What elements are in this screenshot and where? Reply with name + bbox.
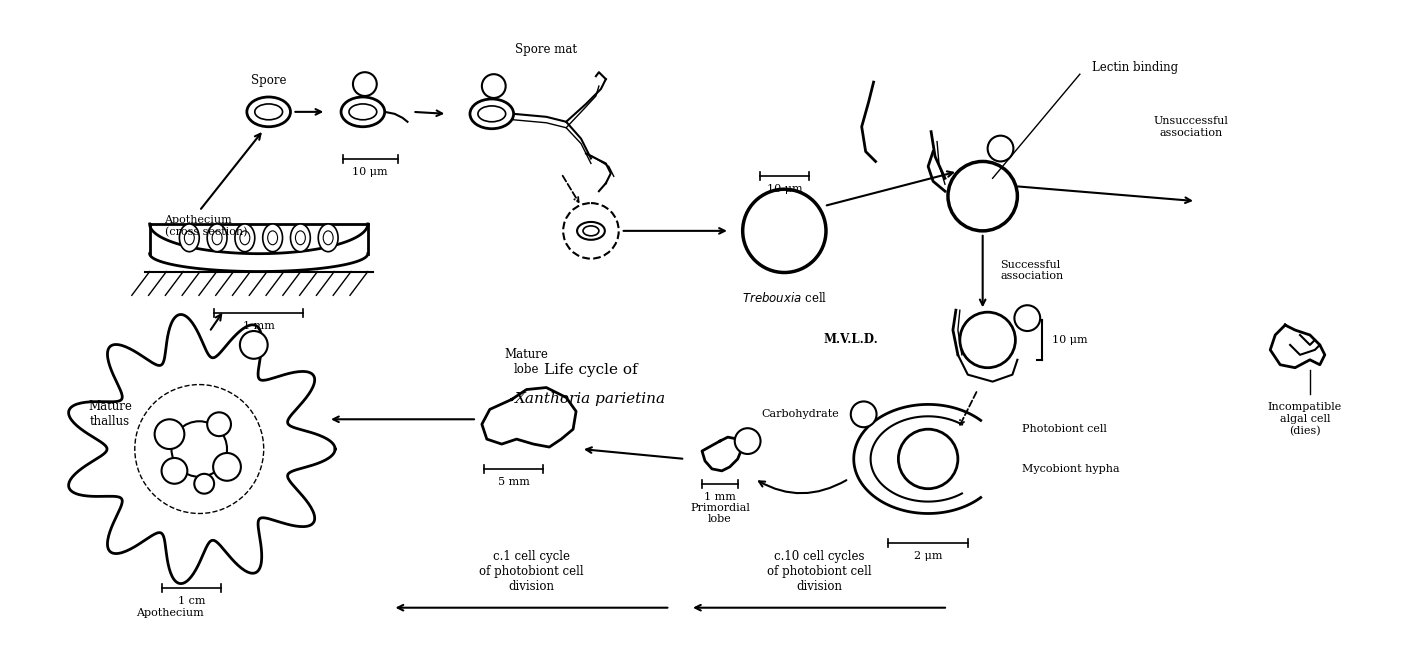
Text: 1 mm: 1 mm xyxy=(243,321,275,331)
Text: Apothecium
(cross section): Apothecium (cross section) xyxy=(165,215,247,237)
Ellipse shape xyxy=(470,99,513,129)
Circle shape xyxy=(563,203,619,259)
Text: 2 μm: 2 μm xyxy=(914,551,942,561)
Ellipse shape xyxy=(296,231,306,244)
Ellipse shape xyxy=(341,97,385,127)
Ellipse shape xyxy=(582,226,599,236)
Text: 1: 1 xyxy=(361,79,368,90)
Text: Mature
lobe: Mature lobe xyxy=(505,348,548,376)
Text: 5: 5 xyxy=(860,409,867,420)
Ellipse shape xyxy=(185,231,195,244)
Circle shape xyxy=(155,420,185,449)
Circle shape xyxy=(213,453,241,481)
Circle shape xyxy=(482,74,506,98)
Circle shape xyxy=(352,72,376,96)
Text: Life cycle of: Life cycle of xyxy=(544,363,637,377)
Ellipse shape xyxy=(212,231,221,244)
Circle shape xyxy=(172,422,227,477)
Ellipse shape xyxy=(207,224,227,252)
Circle shape xyxy=(162,458,188,484)
Circle shape xyxy=(1014,305,1041,331)
Text: 3: 3 xyxy=(997,143,1004,154)
Circle shape xyxy=(735,428,760,454)
Circle shape xyxy=(898,430,957,489)
Text: 4: 4 xyxy=(1024,313,1031,323)
Ellipse shape xyxy=(323,231,333,244)
Text: Mature
thallus: Mature thallus xyxy=(87,400,133,428)
Ellipse shape xyxy=(255,104,282,120)
Circle shape xyxy=(195,474,214,494)
Text: Photobiont cell: Photobiont cell xyxy=(1022,424,1107,434)
Text: 2: 2 xyxy=(489,81,498,92)
Text: 5 mm: 5 mm xyxy=(498,477,530,487)
Text: Mycobiont hypha: Mycobiont hypha xyxy=(1022,464,1120,474)
Circle shape xyxy=(240,331,268,359)
Text: 7: 7 xyxy=(250,339,258,351)
Text: Incompatible
algal cell
(dies): Incompatible algal cell (dies) xyxy=(1268,403,1342,436)
Circle shape xyxy=(743,189,826,273)
Circle shape xyxy=(987,136,1014,162)
Text: Lectin binding: Lectin binding xyxy=(1091,61,1177,73)
Text: 1 mm: 1 mm xyxy=(704,492,736,502)
Ellipse shape xyxy=(478,106,506,122)
Text: M.V.L.D.: M.V.L.D. xyxy=(823,333,878,347)
Ellipse shape xyxy=(350,104,376,120)
Text: Xanthoria parietina: Xanthoria parietina xyxy=(516,393,667,406)
Ellipse shape xyxy=(290,224,310,252)
Ellipse shape xyxy=(319,224,338,252)
Text: c.10 cell cycles
of photobiont cell
division: c.10 cell cycles of photobiont cell divi… xyxy=(767,550,871,593)
Circle shape xyxy=(207,412,231,436)
Text: 10 μm: 10 μm xyxy=(352,168,388,178)
Circle shape xyxy=(948,162,1018,231)
Text: Carbohydrate: Carbohydrate xyxy=(761,409,839,420)
Circle shape xyxy=(850,401,877,428)
Ellipse shape xyxy=(240,231,250,244)
Text: c.1 cell cycle
of photobiont cell
division: c.1 cell cycle of photobiont cell divisi… xyxy=(479,550,584,593)
Ellipse shape xyxy=(235,224,255,252)
Text: $\it{Trebouxia}$ cell: $\it{Trebouxia}$ cell xyxy=(742,291,826,305)
Text: 1 cm: 1 cm xyxy=(178,596,204,606)
Text: Spore: Spore xyxy=(251,73,286,87)
Circle shape xyxy=(960,312,1015,367)
Text: Spore mat: Spore mat xyxy=(515,43,577,56)
Ellipse shape xyxy=(179,224,199,252)
Ellipse shape xyxy=(268,231,278,244)
Ellipse shape xyxy=(577,222,605,240)
Text: 10 μm: 10 μm xyxy=(767,184,802,194)
Text: Primordial
lobe: Primordial lobe xyxy=(689,503,750,524)
Text: Apothecium: Apothecium xyxy=(135,608,203,618)
Ellipse shape xyxy=(262,224,282,252)
Text: 6: 6 xyxy=(743,436,752,447)
Text: Unsuccessful
association: Unsuccessful association xyxy=(1153,116,1228,138)
Circle shape xyxy=(135,385,264,514)
Text: Successful
association: Successful association xyxy=(1001,260,1063,281)
Text: 10 μm: 10 μm xyxy=(1052,335,1087,345)
Ellipse shape xyxy=(247,97,290,127)
